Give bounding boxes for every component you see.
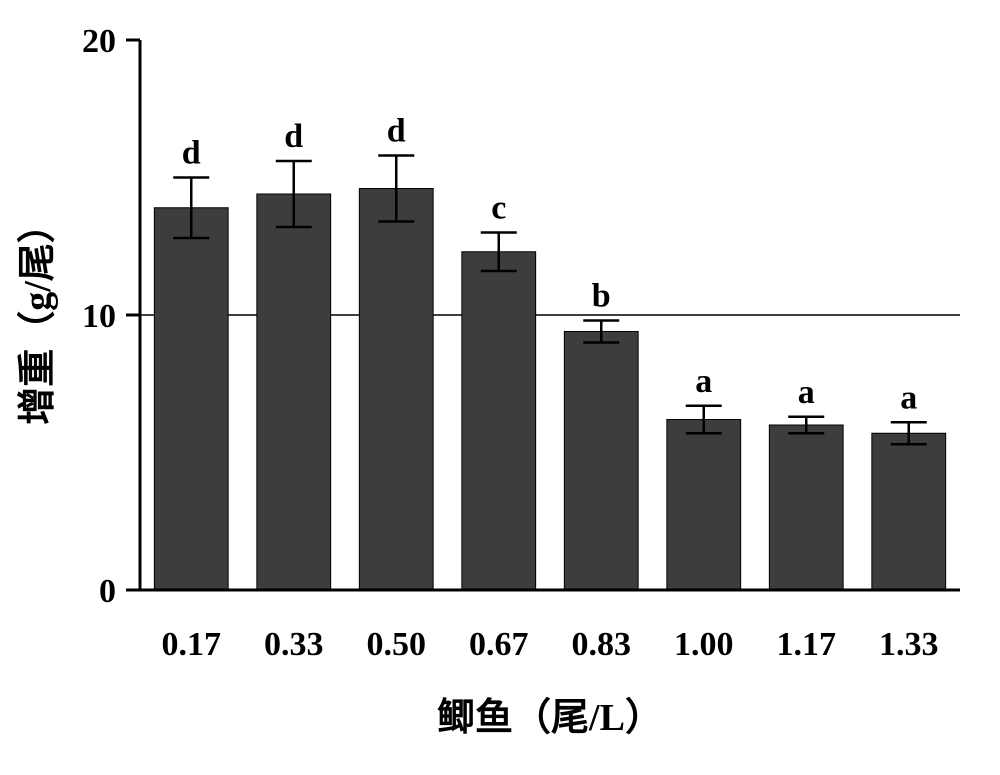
x-tick-label: 1.17: [777, 626, 837, 663]
y-tick-label: 10: [82, 298, 116, 335]
x-tick-label: 0.50: [367, 626, 427, 663]
significance-label: a: [900, 379, 917, 416]
significance-label: d: [387, 113, 406, 150]
x-axis-label: 鲫鱼（尾/L）: [437, 697, 663, 739]
y-tick-label: 0: [99, 573, 116, 610]
significance-label: a: [695, 363, 712, 400]
x-tick-label: 1.33: [879, 626, 939, 663]
bar: [257, 194, 331, 590]
bar: [872, 433, 946, 590]
y-tick-label: 20: [82, 23, 116, 60]
bar: [769, 425, 843, 590]
x-tick-label: 1.00: [674, 626, 734, 663]
bar: [462, 252, 536, 590]
bar: [154, 208, 228, 590]
significance-label: b: [592, 278, 611, 315]
bar: [667, 420, 741, 591]
x-tick-label: 0.67: [469, 626, 529, 663]
significance-label: d: [182, 135, 201, 172]
bar-chart: d 0.17 d 0.33 d 0.50 c 0.67 b 0.83 a 1.00 a 1.17 a 1.33…: [0, 0, 1000, 775]
chart-container: d 0.17 d 0.33 d 0.50 c 0.67 b 0.83 a 1.00 a 1.17 a 1.33…: [0, 0, 1000, 775]
bar: [359, 189, 433, 591]
significance-label: c: [491, 190, 506, 227]
x-tick-label: 0.17: [162, 626, 222, 663]
bar: [564, 332, 638, 591]
significance-label: d: [284, 118, 303, 155]
y-axis-label: 增重（g/尾）: [17, 205, 59, 425]
x-tick-label: 0.83: [572, 626, 632, 663]
x-tick-label: 0.33: [264, 626, 324, 663]
significance-label: a: [798, 374, 815, 411]
